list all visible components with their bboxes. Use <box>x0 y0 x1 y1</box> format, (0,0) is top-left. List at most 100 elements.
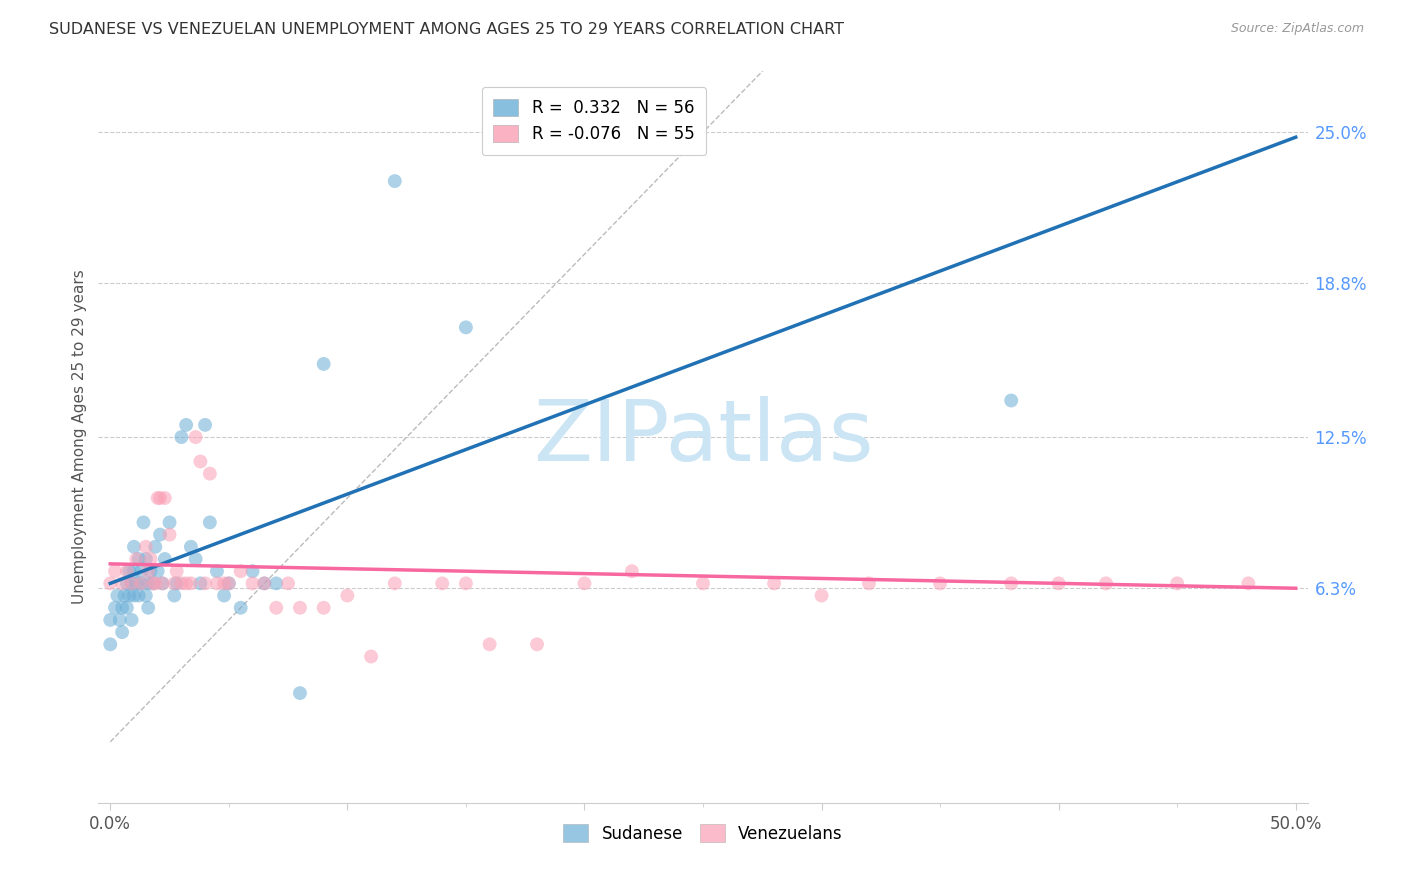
Point <box>105 589 128 603</box>
Point <box>1047 576 1070 591</box>
Point <box>264 600 287 615</box>
Point <box>858 576 880 591</box>
Point <box>1237 576 1260 591</box>
Point <box>810 589 832 603</box>
Point <box>121 576 143 591</box>
Point <box>163 576 186 591</box>
Point <box>163 589 186 603</box>
Point <box>121 576 143 591</box>
Point <box>128 552 150 566</box>
Point <box>135 589 157 603</box>
Point <box>98 637 121 651</box>
Point <box>149 491 172 505</box>
Point <box>229 600 252 615</box>
Point <box>122 540 145 554</box>
Point <box>174 417 197 432</box>
Point <box>574 576 596 591</box>
Point <box>166 564 188 578</box>
Point <box>198 516 221 530</box>
Point <box>1000 393 1022 408</box>
Point <box>121 613 143 627</box>
Point <box>229 564 252 578</box>
Point <box>184 430 207 444</box>
Point <box>336 589 359 603</box>
Point <box>125 552 148 566</box>
Point <box>242 564 264 578</box>
Point <box>146 564 169 578</box>
Point <box>288 686 311 700</box>
Text: Source: ZipAtlas.com: Source: ZipAtlas.com <box>1230 22 1364 36</box>
Point <box>170 576 193 591</box>
Point <box>288 600 311 615</box>
Point <box>212 589 235 603</box>
Y-axis label: Unemployment Among Ages 25 to 29 years: Unemployment Among Ages 25 to 29 years <box>72 269 87 605</box>
Point <box>478 637 501 651</box>
Point <box>143 540 166 554</box>
Point <box>139 552 162 566</box>
Point <box>129 576 152 591</box>
Point <box>142 576 165 591</box>
Point <box>115 600 138 615</box>
Point <box>194 417 217 432</box>
Point <box>1000 576 1022 591</box>
Point <box>620 564 643 578</box>
Point <box>242 576 264 591</box>
Point <box>180 540 202 554</box>
Point <box>174 576 197 591</box>
Point <box>198 467 221 481</box>
Point <box>129 564 152 578</box>
Point <box>170 430 193 444</box>
Point <box>384 576 406 591</box>
Point <box>128 589 150 603</box>
Point <box>139 564 162 578</box>
Point <box>142 576 165 591</box>
Point <box>153 491 176 505</box>
Point <box>98 576 121 591</box>
Text: ZIPatlas: ZIPatlas <box>533 395 873 479</box>
Point <box>205 576 228 591</box>
Point <box>1166 576 1188 591</box>
Point <box>136 576 159 591</box>
Point <box>111 625 134 640</box>
Point <box>763 576 786 591</box>
Point <box>312 600 335 615</box>
Point <box>153 552 176 566</box>
Point <box>218 576 240 591</box>
Point <box>454 576 477 591</box>
Point <box>152 576 174 591</box>
Point <box>104 564 127 578</box>
Point <box>111 600 134 615</box>
Point <box>125 576 148 591</box>
Point <box>253 576 276 591</box>
Point <box>929 576 952 591</box>
Point <box>118 589 141 603</box>
Point <box>277 576 299 591</box>
Point <box>1095 576 1118 591</box>
Point <box>159 527 181 541</box>
Point <box>190 454 212 468</box>
Point <box>136 564 159 578</box>
Point <box>194 576 217 591</box>
Point <box>166 576 188 591</box>
Point <box>432 576 454 591</box>
Point <box>692 576 714 591</box>
Point <box>98 613 121 627</box>
Point <box>132 516 155 530</box>
Point <box>135 540 157 554</box>
Point <box>159 516 181 530</box>
Point <box>360 649 382 664</box>
Point <box>190 576 212 591</box>
Legend: Sudanese, Venezuelans: Sudanese, Venezuelans <box>557 818 849 849</box>
Point <box>454 320 477 334</box>
Point <box>111 576 134 591</box>
Point <box>218 576 240 591</box>
Point <box>205 564 228 578</box>
Point <box>122 589 145 603</box>
Point <box>114 589 136 603</box>
Point <box>115 564 138 578</box>
Point <box>253 576 276 591</box>
Point <box>115 576 138 591</box>
Text: SUDANESE VS VENEZUELAN UNEMPLOYMENT AMONG AGES 25 TO 29 YEARS CORRELATION CHART: SUDANESE VS VENEZUELAN UNEMPLOYMENT AMON… <box>49 22 844 37</box>
Point <box>212 576 235 591</box>
Point <box>118 564 141 578</box>
